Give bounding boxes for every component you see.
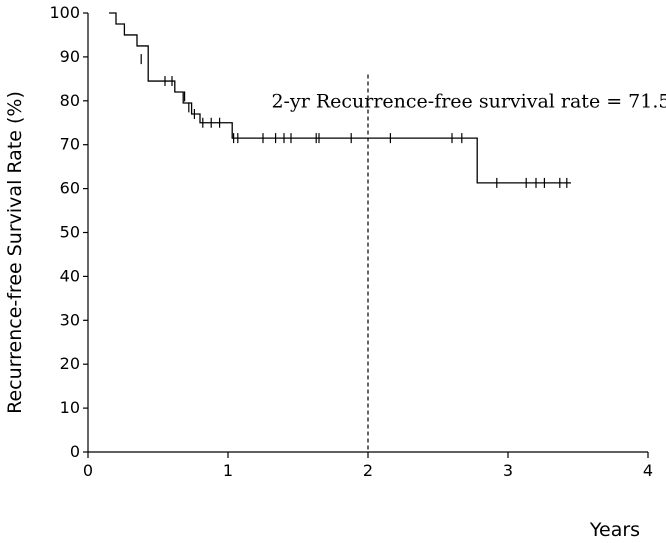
y-tick-label: 70: [60, 135, 80, 154]
x-tick-label: 4: [643, 461, 653, 480]
y-tick-label: 10: [60, 398, 80, 417]
y-tick-label: 90: [60, 47, 80, 66]
x-tick-label: 3: [503, 461, 513, 480]
y-tick-label: 20: [60, 354, 80, 373]
x-tick-label: 0: [83, 461, 93, 480]
y-tick-label: 60: [60, 179, 80, 198]
y-tick-label: 80: [60, 91, 80, 110]
x-axis-title: Years: [589, 519, 640, 541]
x-tick-label: 2: [363, 461, 373, 480]
survival-rate-annotation: 2-yr Recurrence-free survival rate = 71.…: [271, 91, 666, 113]
axes: 0 10 20 30 40 50 60 70 80 90 100 0 1 2 3 4: [49, 3, 653, 480]
survival-curve: [109, 12, 571, 184]
x-tick-label: 1: [223, 461, 233, 480]
y-tick-label: 100: [49, 3, 80, 22]
y-tick-label: 30: [60, 310, 80, 329]
y-tick-label: 0: [70, 442, 80, 461]
plot-area: [109, 12, 571, 452]
y-axis-title: Recurrence-free Survival Rate (%): [4, 91, 26, 414]
y-tick-label: 40: [60, 266, 80, 285]
y-tick-label: 50: [60, 223, 80, 242]
